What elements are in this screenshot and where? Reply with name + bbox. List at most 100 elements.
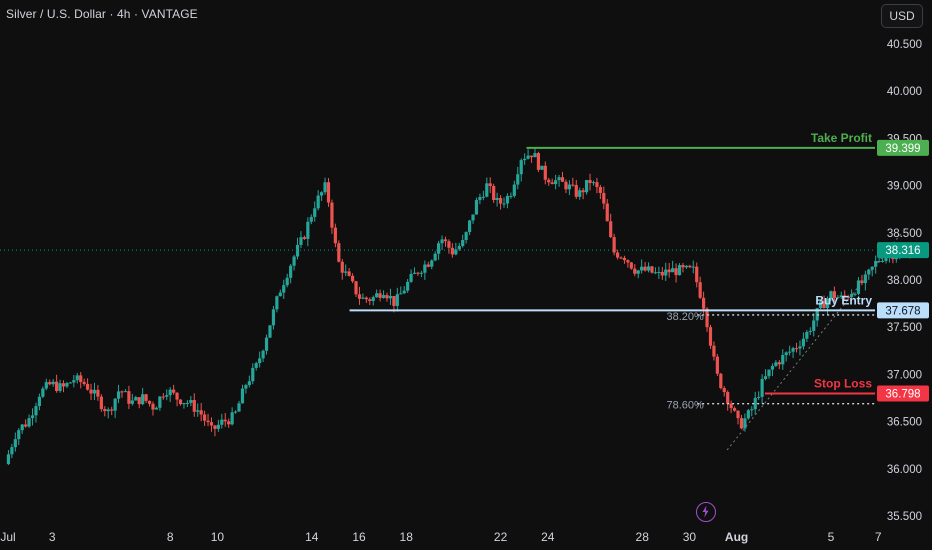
candle-body [213, 425, 217, 429]
candle-body [154, 407, 159, 410]
candle-body [512, 184, 516, 196]
candle-body [529, 155, 534, 158]
time-tick-label: 30 [683, 530, 697, 544]
candle-body [320, 192, 324, 196]
candle-body [189, 400, 193, 403]
candle-body [743, 418, 747, 429]
price-axis[interactable]: 40.50040.00039.50039.00038.50038.00037.5… [877, 39, 929, 523]
candle-body [788, 351, 792, 353]
candle-body [127, 391, 131, 404]
candle-body [443, 239, 448, 242]
candle-body [867, 269, 871, 275]
candle-body [523, 158, 527, 161]
candle-body [44, 382, 48, 389]
candle-body [203, 414, 207, 421]
candle-body [196, 410, 200, 412]
candle-body [757, 396, 761, 398]
candle-body [223, 419, 227, 422]
candle-body [110, 409, 114, 411]
price-tick-label: 40.000 [887, 86, 922, 98]
candle-body [509, 195, 513, 197]
candle-body [619, 257, 623, 259]
candle-body [96, 389, 100, 397]
candle-body [550, 182, 554, 185]
candle-body [433, 253, 437, 261]
candle-body [306, 221, 310, 239]
candle-body [588, 180, 592, 183]
candle-body [237, 403, 241, 412]
candle-body [808, 330, 812, 332]
time-tick-label: 18 [400, 530, 414, 544]
time-tick-label: Jul [0, 530, 15, 544]
candle-body [774, 362, 778, 366]
candle-body [495, 197, 499, 201]
candle-body [144, 394, 148, 401]
candle-body [571, 184, 575, 186]
candle-body [68, 382, 72, 384]
candle-body [116, 391, 121, 399]
candle-body [34, 406, 38, 416]
candle-body [168, 389, 172, 396]
candle-body [543, 165, 547, 180]
time-axis[interactable]: Jul381014161822242830Aug5711131519 [0, 530, 932, 544]
candle-body [230, 412, 234, 425]
candle-body [781, 355, 785, 365]
candle-body [175, 392, 179, 400]
candle-body [13, 439, 17, 448]
candle-body [526, 155, 530, 159]
candle-body [829, 291, 833, 299]
candle-body [357, 294, 362, 299]
candle-body [856, 280, 861, 294]
time-tick-label: 7 [875, 530, 882, 544]
candle-body [10, 447, 14, 455]
candle-body [240, 388, 245, 404]
candle-body [271, 309, 276, 326]
time-tick-label: 28 [636, 530, 650, 544]
candle-body [615, 252, 620, 258]
candle-body [794, 348, 799, 350]
candle-body [812, 320, 816, 331]
candle-body [554, 180, 558, 185]
candle-body [474, 200, 479, 215]
candle-body [161, 396, 165, 398]
candle-body [412, 272, 417, 274]
candle-body [113, 398, 117, 411]
candle-body [849, 294, 854, 298]
candle-body [402, 290, 406, 294]
candle-body [581, 190, 585, 193]
candle-body [691, 266, 695, 268]
candle-body [275, 296, 279, 310]
candle-body [99, 396, 103, 410]
candle-body [158, 396, 162, 408]
candle-body [75, 375, 79, 381]
candle-body [650, 266, 654, 273]
candle-body [378, 293, 382, 298]
lightning-bolt-icon[interactable] [696, 502, 716, 522]
candle-body [612, 237, 616, 253]
candle-body [467, 220, 472, 233]
candle-body [141, 394, 145, 405]
candle-body [103, 409, 107, 412]
candle-body [498, 197, 503, 204]
currency-button[interactable]: USD [881, 4, 923, 28]
candle-body [736, 410, 740, 419]
candle-body [347, 271, 351, 276]
candle-body [488, 183, 492, 186]
price-tick-label: 38.000 [887, 275, 922, 287]
price-tick-label: 39.000 [887, 181, 922, 193]
candle-body [805, 331, 809, 339]
candle-body [784, 352, 788, 356]
fib-trend-line [726, 232, 903, 451]
candle-body [51, 381, 55, 385]
candle-body [481, 196, 485, 198]
candle-body [120, 391, 124, 393]
candle-body [502, 203, 506, 205]
candle-body [698, 282, 702, 298]
candle-body [832, 291, 836, 298]
candle-body [216, 424, 220, 429]
time-tick-label: 24 [541, 530, 555, 544]
candle-body [578, 190, 582, 197]
candle-body [533, 153, 537, 158]
candle-body [574, 185, 578, 197]
